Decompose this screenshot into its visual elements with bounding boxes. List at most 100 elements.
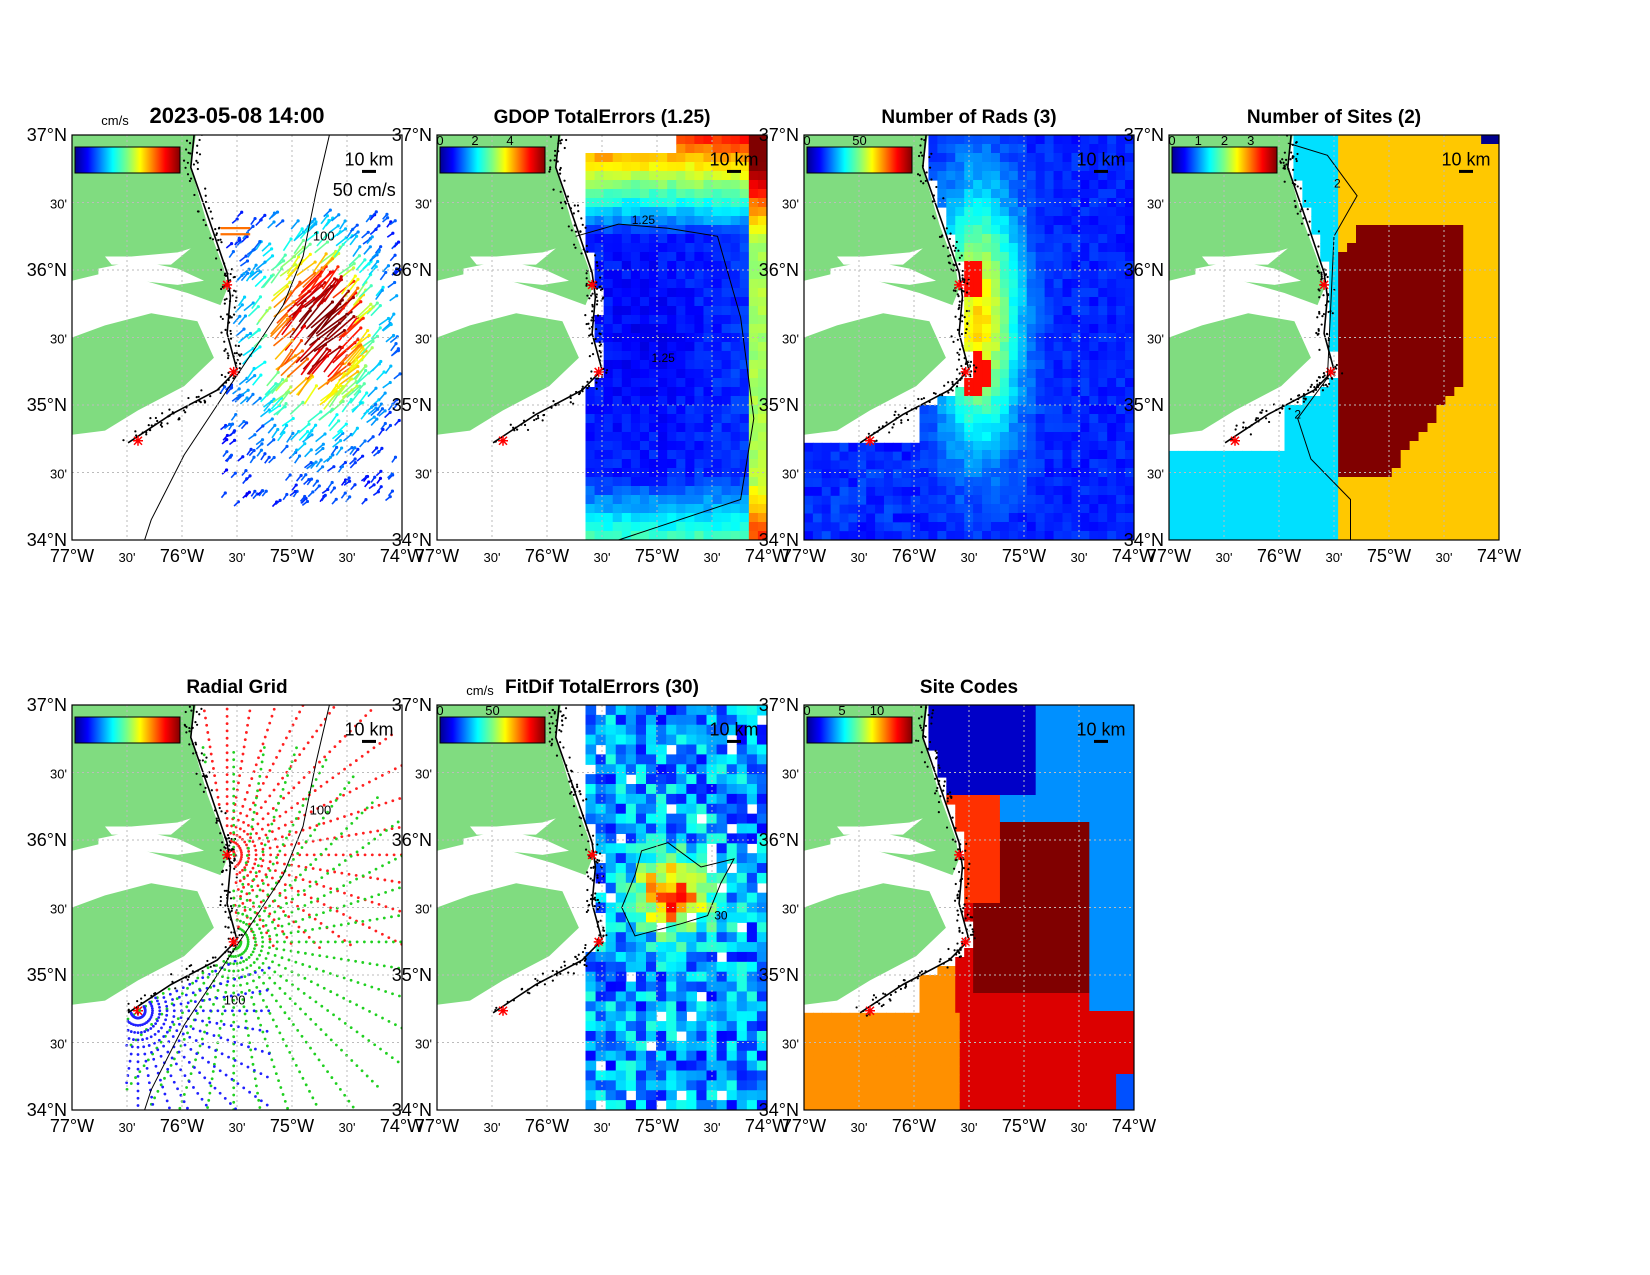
data-cell <box>1391 144 1402 154</box>
data-cell <box>1454 432 1464 442</box>
current-vector <box>266 371 279 387</box>
data-cell <box>1080 243 1090 253</box>
data-cell <box>1418 261 1429 271</box>
coast-dot <box>1279 160 1282 163</box>
data-cell <box>1315 459 1326 470</box>
data-cell <box>1026 423 1037 433</box>
data-cell <box>1347 405 1357 415</box>
data-cell <box>1356 396 1366 406</box>
coast-dot <box>558 172 562 175</box>
data-cell <box>712 279 723 289</box>
vector-head <box>285 444 289 448</box>
data-cell <box>812 469 823 479</box>
data-cell <box>1107 522 1117 532</box>
data-cell <box>1463 234 1473 244</box>
coast-dot <box>867 432 870 435</box>
vector-head <box>349 397 353 402</box>
vector-head <box>293 489 297 494</box>
coast-dot <box>233 352 236 355</box>
current-vector <box>307 411 322 423</box>
data-cell <box>721 270 732 280</box>
vector-head <box>292 300 296 304</box>
coast-dot <box>209 394 212 398</box>
data-cell <box>1071 468 1081 478</box>
coast-dot <box>588 334 591 337</box>
coast-dot <box>584 314 587 317</box>
coast-dot <box>523 423 527 427</box>
data-cell <box>955 216 965 226</box>
coast-dot <box>930 178 933 181</box>
data-cell <box>1454 234 1464 244</box>
vector-head <box>337 419 341 423</box>
coast-dot <box>238 367 241 370</box>
data-cell <box>721 369 732 379</box>
vector-head <box>318 348 322 352</box>
data-cell <box>830 531 841 540</box>
data-cell <box>1080 405 1090 415</box>
data-cell <box>937 495 947 505</box>
data-cell <box>1373 522 1384 532</box>
data-cell <box>1107 405 1117 415</box>
vector-head <box>338 345 342 349</box>
data-cell <box>999 459 1010 469</box>
coast-dot <box>904 406 907 410</box>
data-cell <box>892 504 903 515</box>
data-cell <box>1080 315 1090 325</box>
data-cell <box>946 504 956 514</box>
data-cell <box>1279 450 1289 461</box>
coast-dot <box>1318 271 1321 274</box>
data-cell <box>1463 162 1473 172</box>
data-cell <box>1373 432 1384 442</box>
data-cell <box>1418 315 1429 325</box>
data-cell <box>1044 351 1055 361</box>
data-cell <box>1071 486 1081 496</box>
data-cell <box>883 469 894 479</box>
data-cell <box>1409 504 1420 514</box>
data-cell <box>721 225 732 235</box>
coast-dot <box>195 751 198 754</box>
data-cell <box>1445 297 1455 307</box>
data-cell <box>730 486 741 496</box>
vector-head <box>364 475 369 479</box>
coast-dot <box>197 395 200 398</box>
data-cell <box>1463 306 1473 316</box>
data-cell <box>639 279 650 289</box>
coast-dot <box>1306 208 1309 211</box>
coast-dot <box>196 210 200 213</box>
coast-dot <box>958 300 961 303</box>
vector-head <box>352 262 356 266</box>
data-cell <box>603 459 614 469</box>
data-cell <box>703 135 714 145</box>
data-cell <box>1098 135 1108 145</box>
data-cell <box>1445 414 1455 424</box>
data-cell <box>1044 405 1055 415</box>
coast-dot <box>228 844 231 847</box>
coast-dot <box>956 351 959 354</box>
data-cell <box>892 460 903 470</box>
data-cell <box>1454 324 1464 334</box>
data-cell <box>1017 342 1028 352</box>
data-cell <box>1125 504 1134 514</box>
vector-head <box>395 397 399 402</box>
data-cell <box>928 522 938 532</box>
data-cell <box>1400 144 1411 154</box>
data-cell <box>1062 225 1073 235</box>
data-cell <box>1178 486 1188 497</box>
data-cell <box>685 153 695 163</box>
current-vector <box>284 325 306 352</box>
data-cell <box>1373 441 1384 451</box>
data-cell <box>1071 450 1081 460</box>
data-cell <box>1017 396 1028 406</box>
data-cell <box>1080 531 1090 540</box>
data-cell <box>999 216 1010 226</box>
data-cell <box>676 432 686 442</box>
data-cell <box>946 522 956 532</box>
current-vector <box>314 443 324 452</box>
current-vector <box>315 433 326 443</box>
data-cell <box>1062 522 1073 532</box>
data-cell <box>1409 387 1420 397</box>
data-cell <box>1347 162 1357 172</box>
data-cell <box>1062 477 1073 487</box>
data-cell <box>712 378 723 388</box>
data-cell <box>1463 198 1473 208</box>
